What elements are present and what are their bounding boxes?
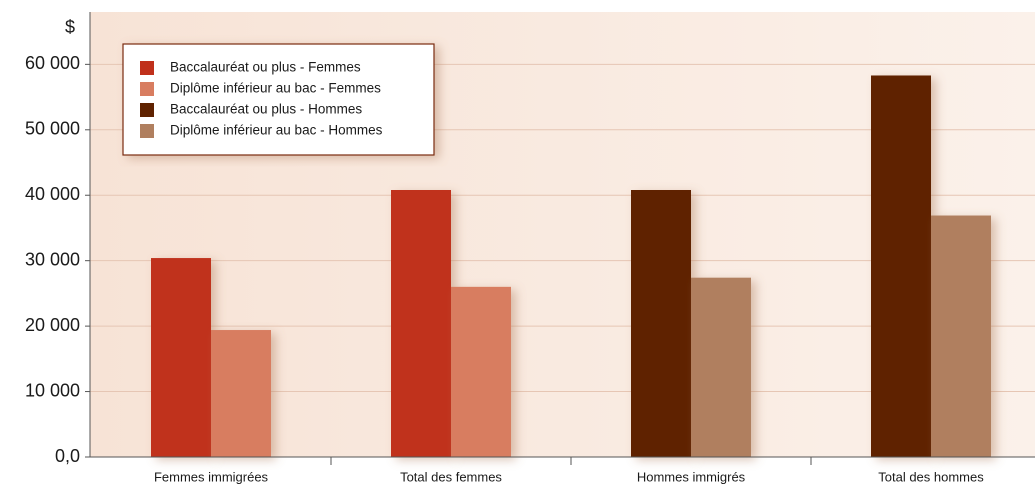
y-tick-label: 50 000 xyxy=(25,119,80,139)
y-axis-label: $ xyxy=(65,17,75,37)
bar xyxy=(211,330,271,457)
legend-label: Diplôme inférieur au bac - Femmes xyxy=(170,81,381,96)
y-tick-label: 60 000 xyxy=(25,53,80,73)
legend-label: Baccalauréat ou plus - Femmes xyxy=(170,60,361,75)
bar xyxy=(931,215,991,457)
bar xyxy=(151,258,211,457)
y-tick-label: 40 000 xyxy=(25,184,80,204)
x-tick-label: Total des hommes xyxy=(878,469,984,484)
y-tick-label: 30 000 xyxy=(25,249,80,269)
legend-swatch xyxy=(140,124,154,138)
x-tick-label: Femmes immigrées xyxy=(154,469,269,484)
bar xyxy=(691,277,751,457)
bar xyxy=(871,75,931,458)
legend-swatch xyxy=(140,61,154,75)
bars xyxy=(151,75,991,458)
y-tick-label: 10 000 xyxy=(25,380,80,400)
x-tick-label: Total des femmes xyxy=(400,469,502,484)
legend-label: Diplôme inférieur au bac - Hommes xyxy=(170,123,383,138)
y-tick-label: 20 000 xyxy=(25,315,80,335)
x-tick-label: Hommes immigrés xyxy=(637,469,746,484)
legend-box xyxy=(122,43,435,156)
bar xyxy=(631,190,691,457)
legend-label: Baccalauréat ou plus - Hommes xyxy=(170,102,362,117)
bar xyxy=(451,286,511,457)
y-tick-label: 0,0 xyxy=(55,446,80,466)
legend-swatch xyxy=(140,103,154,117)
legend-swatch xyxy=(140,82,154,96)
bar xyxy=(391,190,451,457)
legend: Baccalauréat ou plus - Femmes Diplôme inf… xyxy=(122,43,435,156)
